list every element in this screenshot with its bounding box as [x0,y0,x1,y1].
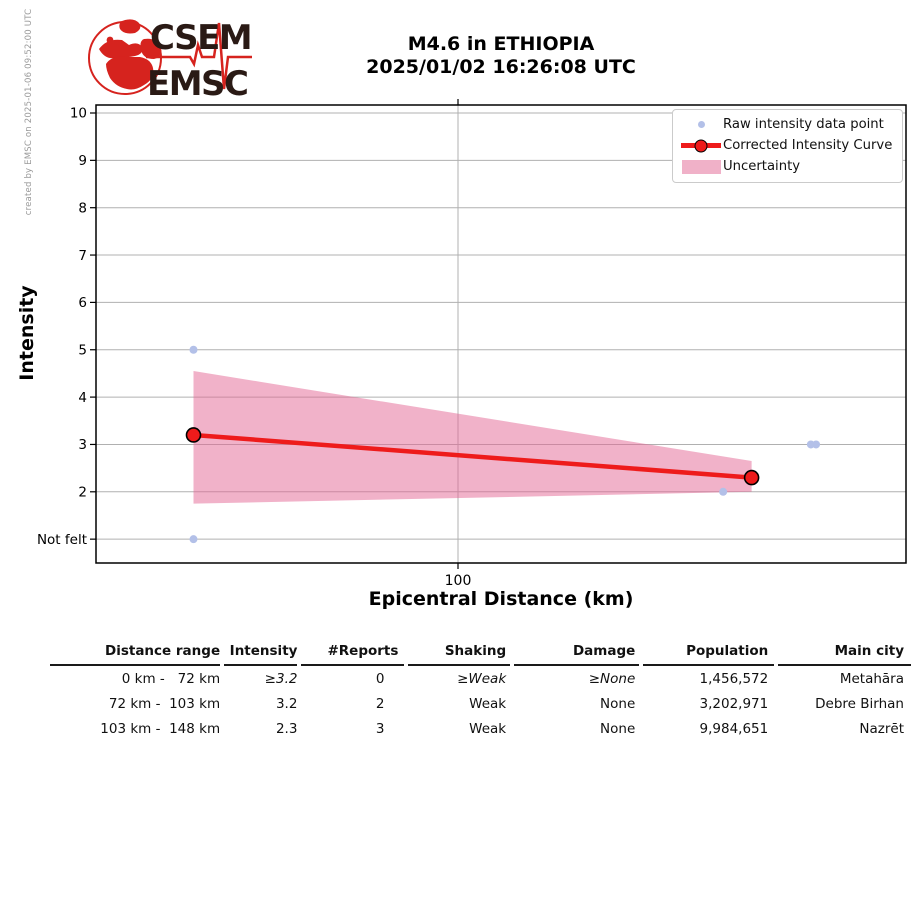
report-table: Distance range Intensity #Reports Shaking Da… [46,637,915,741]
y-tick-label: 2 [78,485,87,501]
table-cell: 3 [375,720,385,737]
table-cell: ≥3.2 [264,670,298,687]
legend: Raw intensity data point Corrected Inten… [672,109,903,183]
raw-intensity-point [189,345,198,354]
legend-label: Corrected Intensity Curve [723,138,893,153]
table-header-row: Distance range Intensity #Reports Shaking Da… [50,637,911,666]
legend-item-curve: Corrected Intensity Curve [679,135,894,156]
table-cell: 3.2 [275,695,298,712]
table-cell: ≥None [588,670,636,687]
title-line1: M4.6 in ETHIOPIA [407,33,595,55]
table-cell: 0 km - 72 km [121,670,221,687]
corrected-curve-marker [743,469,760,486]
y-tick-label: 4 [78,390,87,406]
table-cell: 1,456,572 [699,670,769,687]
raw-intensity-point [189,535,198,544]
table-cell: Metahāra [839,670,904,687]
raw-intensity-point [812,440,821,449]
y-tick-label: 3 [78,437,87,453]
y-tick-label: 5 [78,342,87,358]
y-tick-label: Not felt [37,532,87,548]
table-header-cell: Intensity [224,637,298,666]
uncertainty-swatch-icon [681,159,721,174]
table-cell: Debre Birhan [815,695,904,712]
table-cell: 2 [375,695,385,712]
y-tick-label: 6 [78,295,87,311]
table-cell: Weak [469,720,507,737]
title-line2: 2025/01/02 16:26:08 UTC [366,56,636,78]
y-tick-label: 7 [78,248,87,264]
raw-point-marker-icon [697,121,705,128]
legend-item-uncertainty: Uncertainty [679,156,894,177]
y-tick-label: 8 [78,200,87,216]
logo-seismogram-icon [146,22,252,90]
table-cell: 103 km - 148 km [100,720,221,737]
logo-text-emsc: EMSC [147,64,248,104]
y-tick-label: 10 [70,106,87,122]
y-axis-title: Intensity [16,285,38,381]
table-cell: 2.3 [275,720,298,737]
chart-title: M4.6 in ETHIOPIA 2025/01/02 16:26:08 UTC [366,33,636,79]
table-cell: 3,202,971 [699,695,769,712]
table-cell: None [600,695,636,712]
table-row: 103 km - 148 km 2.3 3 Weak None 9,984,651 Nazr… [50,716,911,741]
emsc-logo-graphic: CSEM EMSC [88,18,253,104]
curve-marker-icon [681,139,721,152]
table-row: 0 km - 72 km ≥3.2 0 ≥Weak ≥None 1,456,572 Meta… [50,666,911,691]
table-header-cell: Distance range [50,637,221,666]
uncertainty-band [193,371,752,504]
emsc-logo: CSEM EMSC [86,11,256,106]
corrected-curve-marker [185,427,202,443]
raw-intensity-point [719,487,728,496]
table-cell: 9,984,651 [699,720,769,737]
y-tick-label: 9 [78,153,87,169]
table-cell: ≥Weak [457,670,507,687]
table-cell: Weak [469,695,507,712]
table-cell: None [600,720,636,737]
table-cell: 0 [375,670,385,687]
logo-continents [99,19,162,90]
table-header-cell: #Reports [301,637,405,666]
table-cell: Nazrēt [859,720,904,737]
logo-text-csem: CSEM [150,18,251,58]
plot-frame [95,104,907,564]
table-header-cell: Damage [514,637,640,666]
corrected-intensity-curve [193,432,752,480]
table-header-cell: Shaking [408,637,511,666]
legend-label: Uncertainty [723,159,801,174]
x-tick-label: 100 [445,573,472,589]
legend-item-raw: Raw intensity data point [679,114,894,135]
table-header-cell: Population [643,637,775,666]
legend-label: Raw intensity data point [723,117,884,132]
table-row: 72 km - 103 km 3.2 2 Weak None 3,202,971 Debre… [50,691,911,716]
x-axis-title: Epicentral Distance (km) [368,588,634,610]
credit-text: created by EMSC on 2025-01-06 09:52:00 U… [24,8,34,216]
table-cell: 72 km - 103 km [108,695,221,712]
table-header-cell: Main city [778,637,911,666]
